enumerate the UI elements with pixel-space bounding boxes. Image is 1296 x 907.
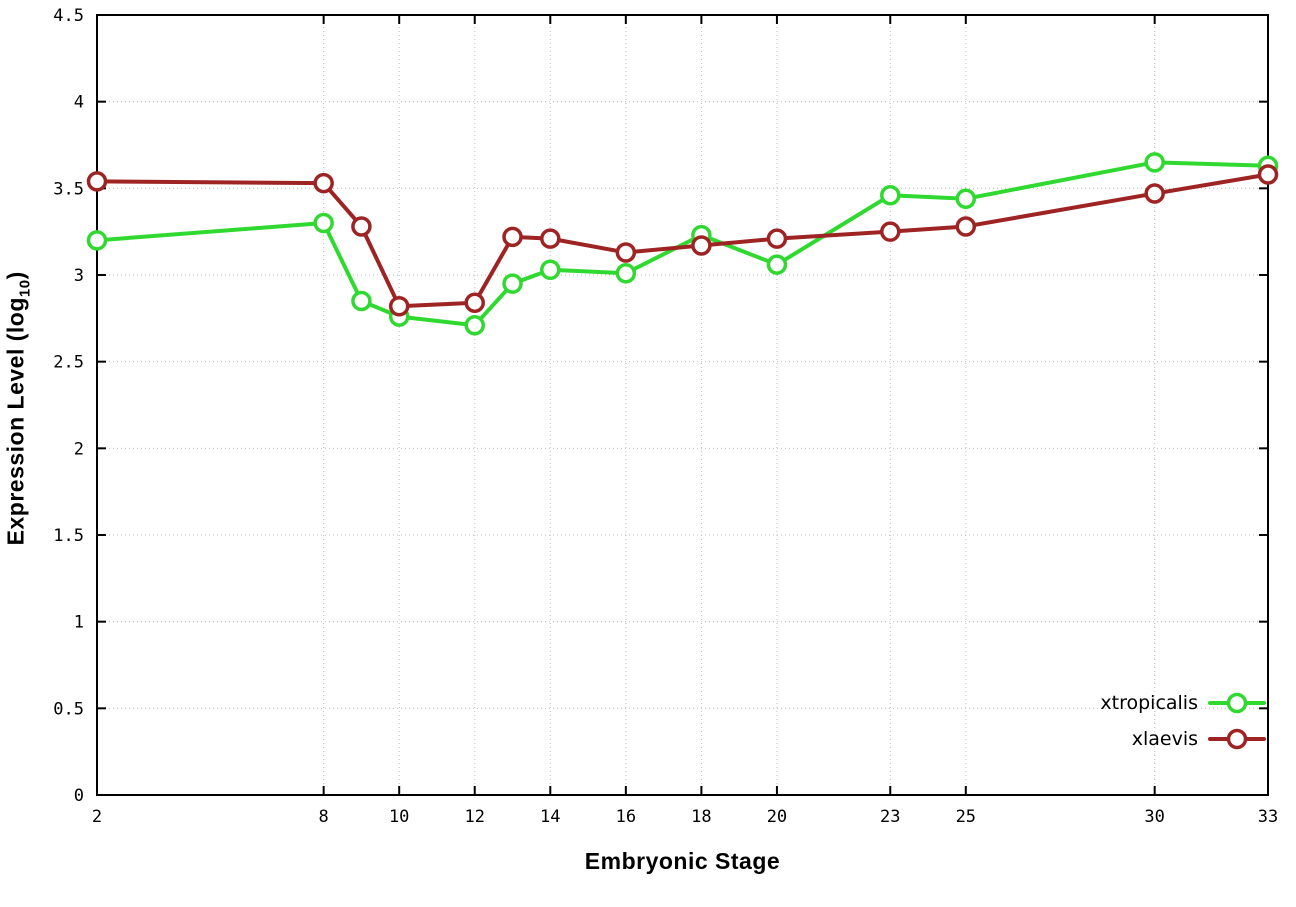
x-tick-label: 14 [540, 807, 560, 827]
marker-xlaevis [388, 295, 410, 317]
marker-xlaevis [1144, 183, 1165, 204]
marker-xtropicalis [502, 273, 523, 294]
legend-item-xtropicalis: xtropicalis [1100, 692, 1266, 714]
x-tick-label: 16 [616, 807, 636, 827]
x-tick-label: 33 [1258, 807, 1278, 827]
y-tick-label: 1.5 [53, 526, 84, 546]
marker-xtropicalis [766, 254, 788, 275]
x-tick-label: 20 [767, 807, 787, 827]
legend-label: xlaevis [1132, 728, 1198, 750]
x-tick-label: 8 [319, 807, 329, 827]
grid [96, 14, 1269, 796]
marker-xlaevis [464, 292, 485, 313]
y-tick-label: 3 [74, 266, 84, 286]
tick-labels: 2 8 10 12 14 16 18 20 23 25 30 33 0 0.5 1 1.5 2 2.5 3 3.5 4 4… [53, 6, 1278, 827]
y-tick-label: 0.5 [53, 699, 84, 719]
series-line-xtropicalis [95, 160, 1270, 328]
marker-xtropicalis [955, 188, 977, 209]
marker-xlaevis [766, 228, 788, 249]
marker-xtropicalis [351, 290, 372, 312]
marker-xlaevis [86, 171, 108, 192]
marker-xlaevis [351, 216, 372, 237]
marker-xtropicalis [880, 185, 901, 206]
marker-xlaevis [615, 242, 637, 263]
marker-xtropicalis [1144, 152, 1165, 173]
marker-xtropicalis [464, 315, 485, 336]
marker-xlaevis [1257, 164, 1279, 185]
x-tick-label: 25 [956, 807, 976, 827]
marker-xlaevis [691, 235, 712, 256]
marker-xlaevis [540, 228, 561, 249]
y-axis-title-prefix: Expression Level (log [2, 297, 29, 546]
legend-label: xtropicalis [1100, 692, 1198, 714]
legend-marker [1226, 692, 1248, 714]
y-axis-title: Expression Level (log10) [3, 228, 34, 588]
series [86, 152, 1279, 336]
y-tick-label: 2 [74, 439, 84, 459]
marker-xtropicalis [540, 259, 561, 281]
x-tick-label: 30 [1144, 807, 1164, 827]
y-axis-title-sub: 10 [16, 279, 34, 298]
y-axis-title-suffix: ) [2, 271, 29, 280]
x-tick-label: 12 [464, 807, 484, 827]
marker-xtropicalis [313, 212, 334, 234]
legend-marker [1226, 728, 1248, 750]
marker-xtropicalis [615, 263, 637, 284]
plot-border [96, 14, 1269, 796]
x-tick-label: 10 [389, 807, 409, 827]
x-axis-title: Embryonic Stage [584, 848, 781, 874]
x-tick-label: 2 [92, 807, 102, 827]
y-tick-label: 4 [74, 93, 84, 113]
axis-ticks [96, 14, 1269, 796]
y-tick-label: 2.5 [53, 353, 84, 373]
x-tick-label: 18 [691, 807, 711, 827]
legend-item-xlaevis: xlaevis [1132, 728, 1266, 750]
marker-xlaevis [955, 216, 977, 237]
series-line-xlaevis [95, 172, 1270, 309]
y-tick-label: 1 [74, 613, 84, 633]
marker-xlaevis [880, 221, 901, 242]
marker-xlaevis [502, 226, 523, 248]
y-tick-label: 0 [74, 786, 84, 806]
marker-xlaevis [313, 172, 334, 194]
marker-xtropicalis [86, 230, 108, 251]
legend: xtropicalis xlaevis [1100, 692, 1266, 750]
x-tick-label: 23 [880, 807, 900, 827]
y-tick-label: 3.5 [53, 179, 84, 199]
y-tick-label: 4.5 [53, 6, 84, 26]
